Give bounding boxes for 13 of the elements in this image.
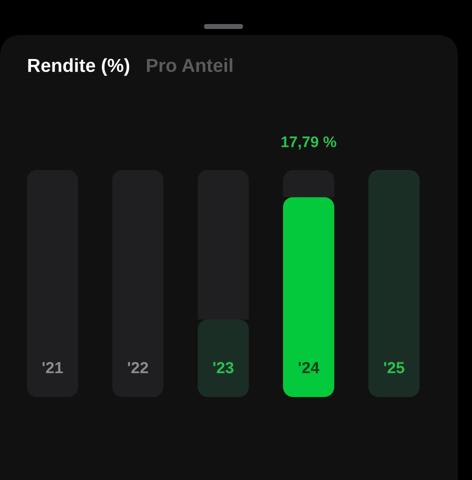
x-tick-label: '23 <box>213 362 234 374</box>
text: Pro Anteil <box>147 58 232 72</box>
x-tick-label: '25 <box>384 362 404 374</box>
bar <box>198 170 249 320</box>
chart-title: Rendite (%) <box>28 58 130 76</box>
x-tick-label: '21 <box>42 362 63 374</box>
bar <box>283 170 334 198</box>
bar <box>283 197 334 397</box>
data-label: 17,79 % <box>282 136 336 150</box>
bar <box>368 170 420 397</box>
bar <box>198 319 249 397</box>
x-tick-label: '22 <box>128 362 148 374</box>
x-tick-label: '24 <box>298 362 320 374</box>
